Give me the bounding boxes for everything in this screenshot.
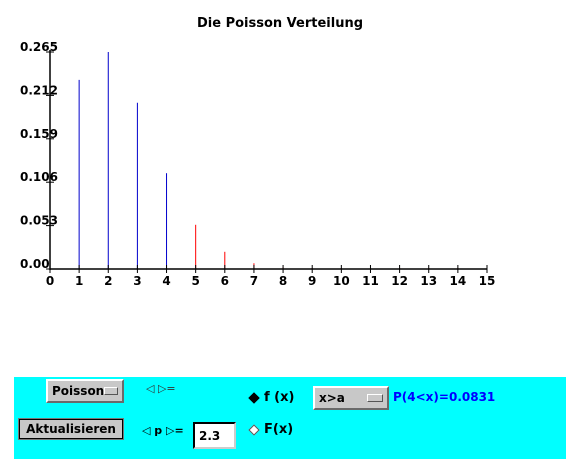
x-tick-label-5: 5 (191, 274, 199, 288)
x-tick-label-12: 12 (391, 274, 408, 288)
distribution-select-label: Poisson (52, 384, 105, 398)
x-tick-label-0: 0 (46, 274, 54, 288)
update-button[interactable]: Aktualisieren (18, 418, 124, 440)
y-tick-label-1: 0.053 (20, 214, 58, 228)
bar-group (49, 52, 488, 269)
x-tick-label-14: 14 (450, 274, 467, 288)
radio-unselected-icon (248, 423, 260, 436)
radio-density-label: f (x) (264, 390, 295, 405)
chart-title: Die Poisson Verteilung (197, 16, 363, 31)
x-tick-label-9: 9 (308, 274, 316, 288)
parameter-arrows-top[interactable]: ◁ ▷= (146, 382, 176, 395)
x-tick-label-2: 2 (104, 274, 112, 288)
x-tick-label-15: 15 (479, 274, 496, 288)
radio-density[interactable]: f (x) (248, 390, 295, 405)
x-tick-label-3: 3 (133, 274, 141, 288)
x-tick-label-10: 10 (333, 274, 350, 288)
distribution-select[interactable]: Poisson (46, 379, 124, 403)
probability-result: P(4<x)=0.0831 (393, 390, 496, 404)
condition-select[interactable]: x>a (313, 386, 389, 410)
radio-selected-icon (248, 391, 260, 404)
update-button-label: Aktualisieren (26, 422, 116, 436)
radio-cumulative-label: F(x) (264, 422, 294, 437)
y-tick-label-0: 0.00 (20, 257, 50, 271)
poisson-chart: Die Poisson Verteilung 0.00 0.053 0.106 0.1… (20, 16, 495, 288)
parameter-p-input[interactable] (193, 422, 236, 449)
y-tick-label-4: 0.212 (20, 83, 58, 97)
x-tick-label-8: 8 (279, 274, 287, 288)
y-tick-label-2: 0.106 (20, 170, 58, 184)
option-menu-indicator-icon (104, 387, 118, 395)
control-panel: Poisson ◁ ▷= f (x) x>a P(4<x)=0.0831 Akt… (14, 377, 566, 459)
radio-cumulative[interactable]: F(x) (248, 422, 294, 437)
x-tick-label-1: 1 (75, 274, 83, 288)
x-tick-label-6: 6 (221, 274, 229, 288)
y-tick-label-3: 0.159 (20, 127, 58, 141)
x-tick-label-7: 7 (250, 274, 258, 288)
x-tick-label-13: 13 (420, 274, 437, 288)
parameter-p-arrows[interactable]: ◁ p ▷= (142, 424, 184, 437)
x-tick-label-4: 4 (162, 274, 170, 288)
condition-select-label: x>a (319, 391, 345, 405)
x-tick-label-11: 11 (362, 274, 379, 288)
y-tick-label-5: 0.265 (20, 40, 58, 54)
option-menu-indicator-icon (367, 394, 383, 402)
